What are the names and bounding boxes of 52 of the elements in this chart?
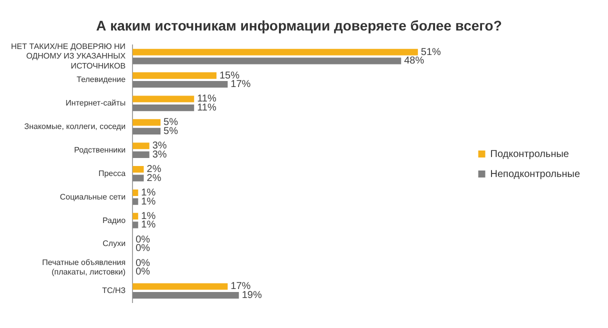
- data-label: 1%: [141, 187, 156, 198]
- data-label: 19%: [242, 290, 262, 302]
- data-label: 17%: [230, 79, 251, 90]
- bar: [132, 166, 144, 173]
- bar: [132, 292, 239, 299]
- y-tick-label: Печатные объявления (плакаты, листовки): [42, 258, 126, 276]
- y-tick-label: Телевидение: [76, 75, 126, 84]
- data-label: 11%: [197, 94, 216, 105]
- data-label: 0%: [136, 243, 150, 254]
- legend-label: Неподконтрольные: [490, 168, 580, 180]
- chart-title: А каким источникам информации доверяете более всего?: [96, 17, 502, 34]
- data-label: 0%: [136, 266, 150, 278]
- y-tick-label: НЕТ ТАКИХ/НЕ ДОВЕРЯЮ НИ ОДНОМУ ИЗ УКАЗАННЫХ ИСТОЧНИКОВ: [10, 42, 126, 70]
- bar: [132, 104, 194, 112]
- legend-label: Подконтрольные: [490, 148, 570, 160]
- bar: [132, 128, 161, 135]
- data-label: 11%: [197, 102, 216, 114]
- data-label: 3%: [152, 149, 167, 160]
- bar: [132, 142, 150, 150]
- data-label: 1%: [141, 220, 156, 231]
- data-label: 2%: [146, 164, 162, 176]
- y-tick-label: Социальные сети: [60, 192, 126, 202]
- data-label: 48%: [404, 56, 424, 67]
- data-label: 3%: [152, 140, 167, 152]
- y-tick-label: ТС/НЗ: [102, 286, 126, 296]
- bar: [132, 81, 228, 88]
- data-label: 0%: [136, 234, 150, 246]
- bar: [132, 174, 144, 182]
- bar: [132, 151, 150, 158]
- data-label: 1%: [141, 210, 156, 222]
- bar: [132, 283, 228, 290]
- data-label: 1%: [141, 196, 156, 208]
- data-label: 17%: [230, 281, 251, 292]
- bar: [132, 48, 418, 56]
- data-label: 15%: [219, 70, 240, 82]
- data-label: 2%: [146, 172, 162, 184]
- y-tick-label: Родственники: [74, 145, 126, 154]
- bar: [132, 119, 161, 126]
- bar: [132, 198, 138, 205]
- y-tick-label: Пресса: [98, 168, 126, 178]
- y-tick-label: Знакомые, коллеги, соседи: [24, 122, 126, 132]
- data-label: 51%: [420, 46, 442, 58]
- bar: [132, 58, 402, 64]
- y-tick-label: Интернет-сайты: [66, 98, 126, 108]
- data-label: 5%: [164, 117, 178, 128]
- data-label: 0%: [136, 258, 150, 269]
- bar: [132, 72, 216, 79]
- bar: [132, 96, 194, 102]
- y-tick-label: Слухи: [102, 239, 126, 248]
- y-tick-label: Радио: [102, 216, 126, 225]
- bar: [132, 222, 138, 228]
- data-label: 5%: [164, 126, 178, 137]
